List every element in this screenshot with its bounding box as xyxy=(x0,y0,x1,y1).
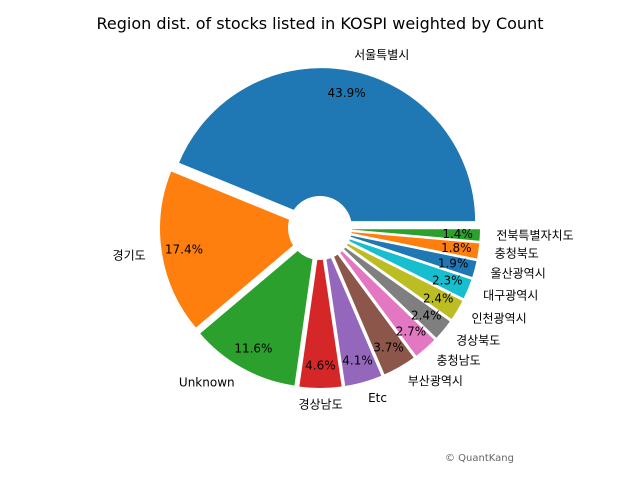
slice-value-label: 1.4% xyxy=(442,227,473,241)
slice-value-label: 2.4% xyxy=(423,292,454,306)
credit-text: © QuantKang xyxy=(445,453,514,464)
slice-value-label: 3.7% xyxy=(373,341,404,355)
slice-category-label: 전북특별자치도 xyxy=(496,229,573,243)
slice-value-label: 1.9% xyxy=(438,256,469,270)
slice-category-label: 부산광역시 xyxy=(408,374,463,388)
slice-value-label: 2.7% xyxy=(396,324,427,338)
slice-category-label: 울산광역시 xyxy=(491,266,546,280)
pie-slices xyxy=(158,66,482,390)
slice-category-label: 충청남도 xyxy=(437,354,481,368)
slice-value-label: 2.3% xyxy=(432,274,463,288)
pie-slice-4 xyxy=(297,233,344,390)
slice-category-label: 경기도 xyxy=(113,249,146,263)
slice-category-label: 대구광역시 xyxy=(483,288,538,302)
slice-category-label: Etc xyxy=(368,391,387,405)
slice-category-label: 서울특별시 xyxy=(354,48,409,62)
slice-category-label: 경상북도 xyxy=(456,333,500,347)
slice-value-label: 11.6% xyxy=(234,342,272,356)
slice-value-label: 4.1% xyxy=(342,354,373,368)
pie-slice-13 xyxy=(325,227,482,243)
pie-slice-3 xyxy=(197,230,319,388)
slice-value-label: 4.6% xyxy=(305,359,336,373)
slice-category-label: 인천광역시 xyxy=(471,311,526,326)
slice-category-label: 경상남도 xyxy=(298,397,342,411)
pie-slice-6 xyxy=(322,232,417,378)
slice-value-label: 43.9% xyxy=(328,86,366,100)
pie-labels: 43.9% 서울특별시 17.4% 경기도 11.6% Unknown 4.6% 경상남도 4.… xyxy=(113,48,574,412)
donut-hole xyxy=(288,196,352,260)
chart-title: Region dist. of stocks listed in KOSPI w… xyxy=(97,14,544,33)
slice-value-label: 2.4% xyxy=(411,309,442,323)
pie-slice-5 xyxy=(320,233,384,389)
slice-value-label: 17.4% xyxy=(165,243,203,257)
slice-value-label: 1.8% xyxy=(441,241,472,255)
pie-slice-1 xyxy=(176,66,478,224)
pie-slice-2 xyxy=(158,168,316,331)
slice-category-label: Unknown xyxy=(179,375,235,389)
slice-category-label: 충청북도 xyxy=(495,246,539,260)
